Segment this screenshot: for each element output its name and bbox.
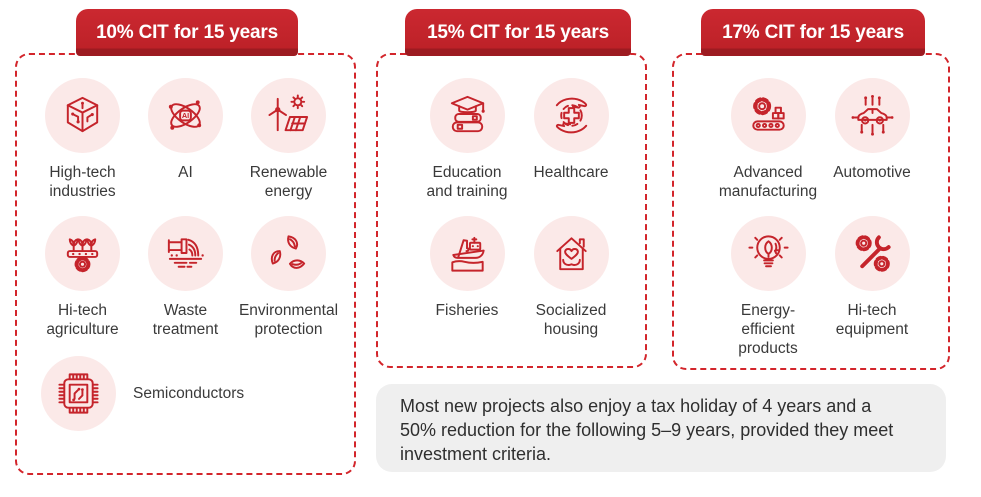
card-10pct-cit: High-tech industries AI AI [15, 53, 356, 475]
house-heart-hands-icon [555, 237, 587, 271]
item-healthcare: Healthcare [519, 78, 623, 216]
note-text: Most new projects also enjoy a tax holid… [400, 396, 894, 464]
car-circuit-icon [851, 94, 893, 136]
banner-10pct-cit: 10% CIT for 15 years [76, 9, 298, 56]
hands-medical-cross-icon [555, 97, 587, 134]
card3-row2: Energy-efficient products Hi-tech equipm… [674, 216, 948, 358]
card1-row2: Hi-tech agriculture Waste treatment [17, 216, 354, 356]
icon-circle [730, 78, 806, 153]
item-label: Education and training [426, 164, 508, 201]
item-hi-tech-equipment: Hi-tech equipment [820, 216, 924, 356]
wrench-gears-icon [855, 235, 891, 272]
item-label: Fisheries [435, 302, 499, 319]
banner-17pct-cit: 17% CIT for 15 years [701, 9, 925, 56]
item-label: AI [178, 164, 193, 181]
icon-circle [533, 216, 609, 291]
note-box: Most new projects also enjoy a tax holid… [376, 384, 946, 472]
icon-circle [41, 356, 116, 431]
item-label: Energy-efficient products [738, 302, 798, 358]
leaves-recycle-icon [270, 235, 306, 269]
chip-icon [58, 373, 99, 414]
item-advanced-manufacturing: Advanced manufacturing [716, 78, 820, 216]
icon-circle [45, 216, 120, 291]
item-label: Advanced manufacturing [718, 164, 818, 201]
card1-row3: Semiconductors [17, 356, 354, 431]
icon-circle [834, 216, 910, 291]
item-ai: AI AI [134, 78, 237, 216]
icon-circle [429, 216, 505, 291]
item-energy-efficient-products: Energy-efficient products [716, 216, 820, 358]
banner-15pct-label: 15% CIT for 15 years [427, 21, 609, 43]
item-label: Semiconductors [133, 384, 245, 402]
banner-15pct-cit: 15% CIT for 15 years [405, 9, 631, 56]
crops-gear-icon [66, 238, 99, 273]
item-renewable-energy: Renewable energy [237, 78, 340, 216]
item-socialized-housing: Socialized housing [519, 216, 623, 356]
gear-conveyor-icon [751, 97, 785, 131]
item-label: Healthcare [533, 164, 609, 181]
fishing-boat-icon [450, 236, 485, 272]
item-label: High-tech industries [49, 164, 116, 201]
icon-circle [429, 78, 505, 153]
item-hi-tech-agriculture: Hi-tech agriculture [31, 216, 134, 356]
card2-row1: Education and training Healthcare [378, 78, 645, 216]
icon-circle [533, 78, 609, 153]
icon-circle [251, 78, 326, 153]
item-label: Hi-tech equipment [835, 302, 909, 339]
waste-pipe-icon [167, 238, 204, 268]
item-fisheries: Fisheries [415, 216, 519, 356]
item-waste-treatment: Waste treatment [134, 216, 237, 356]
card1-row1: High-tech industries AI AI [17, 78, 354, 216]
circuit-cube-icon [66, 96, 99, 133]
icon-circle [730, 216, 806, 291]
banner-10pct-label: 10% CIT for 15 years [96, 21, 278, 43]
item-label: Environmental protection [238, 302, 339, 339]
icon-circle [834, 78, 910, 153]
icon-circle [148, 216, 223, 291]
card-15pct-cit: Education and training Healthcare [376, 53, 647, 368]
icon-circle [45, 78, 120, 153]
ai-icon-text: AI [182, 111, 189, 120]
item-high-tech-industries: High-tech industries [31, 78, 134, 216]
books-graduation-cap-icon [450, 95, 485, 133]
card2-row2: Fisheries Socialized housing [378, 216, 645, 356]
item-label: Waste treatment [152, 302, 219, 339]
item-label: Hi-tech agriculture [46, 302, 119, 339]
card-17pct-cit: Advanced manufacturing [672, 53, 950, 370]
item-label: Renewable energy [249, 164, 328, 201]
card3-row1: Advanced manufacturing [674, 78, 948, 216]
icon-circle: AI [148, 78, 223, 153]
item-label: Socialized housing [535, 302, 607, 339]
item-automotive: Automotive [820, 78, 924, 216]
item-education-and-training: Education and training [415, 78, 519, 216]
item-environmental-protection: Environmental protection [237, 216, 340, 356]
ai-atom-icon: AI [168, 100, 202, 130]
icon-circle [251, 216, 326, 291]
bulb-leaf-icon [747, 235, 789, 268]
wind-solar-icon [268, 94, 309, 132]
banner-17pct-label: 17% CIT for 15 years [722, 21, 904, 43]
item-label: Automotive [833, 164, 911, 181]
